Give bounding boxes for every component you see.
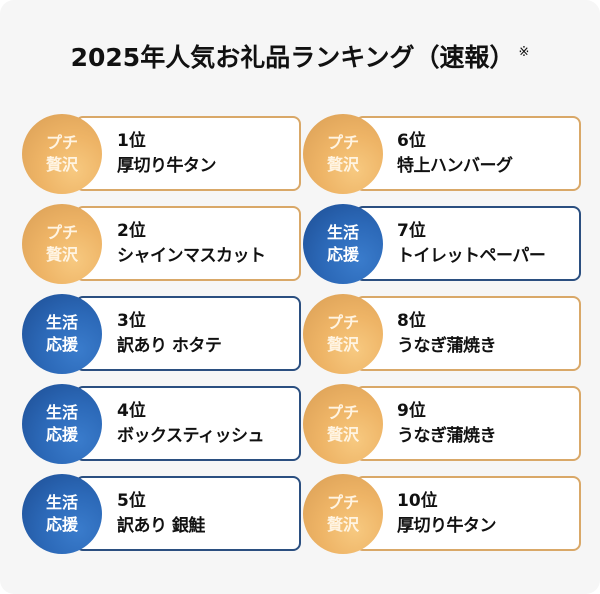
rank-label: 4位 bbox=[117, 401, 146, 421]
badge-line2: 応援 bbox=[326, 245, 359, 264]
badge-line2: 贅沢 bbox=[45, 155, 78, 174]
badge-line1: プチ bbox=[45, 133, 78, 152]
ranking-card-7: 7位 トイレットペーパー bbox=[355, 206, 581, 281]
page-title: 2025年人気お礼品ランキング（速報） ※ bbox=[0, 38, 600, 74]
item-name: 特上ハンバーグ bbox=[397, 156, 513, 176]
item-name: 訳あり 銀鮭 bbox=[117, 516, 205, 536]
ranking-card-2: 2位 シャインマスカット bbox=[75, 206, 301, 281]
item-name: トイレットペーパー bbox=[397, 246, 546, 266]
ranking-card-9: 9位 うなぎ蒲焼き bbox=[355, 386, 581, 461]
rank-label: 8位 bbox=[397, 311, 426, 331]
category-badge-puchi-zeitaku: プチ 贅沢 bbox=[22, 114, 102, 194]
badge-line1: プチ bbox=[326, 313, 359, 332]
badge-line2: 贅沢 bbox=[326, 515, 359, 534]
category-badge-seikatsu-ouen: 生活 応援 bbox=[22, 294, 102, 374]
item-name: シャインマスカット bbox=[117, 246, 266, 266]
rank-label: 7位 bbox=[397, 221, 426, 241]
rank-label: 3位 bbox=[117, 311, 146, 331]
rank-label: 6位 bbox=[397, 131, 426, 151]
ranking-card-1: 1位 厚切り牛タン bbox=[75, 116, 301, 191]
badge-line1: 生活 bbox=[45, 493, 78, 512]
badge-line2: 応援 bbox=[45, 335, 78, 354]
ranking-card-10: 10位 厚切り牛タン bbox=[355, 476, 581, 551]
rank-label: 9位 bbox=[397, 401, 426, 421]
item-name: 厚切り牛タン bbox=[397, 516, 497, 536]
badge-line2: 応援 bbox=[45, 515, 78, 534]
badge-line1: 生活 bbox=[45, 313, 78, 332]
badge-line1: 生活 bbox=[326, 223, 359, 242]
badge-line2: 贅沢 bbox=[326, 425, 359, 444]
category-badge-puchi-zeitaku: プチ 贅沢 bbox=[303, 294, 383, 374]
badge-line1: プチ bbox=[326, 403, 359, 422]
category-badge-seikatsu-ouen: 生活 応援 bbox=[22, 474, 102, 554]
ranking-card-4: 4位 ボックスティッシュ bbox=[75, 386, 301, 461]
category-badge-seikatsu-ouen: 生活 応援 bbox=[22, 384, 102, 464]
item-name: うなぎ蒲焼き bbox=[397, 336, 497, 356]
badge-line1: プチ bbox=[326, 493, 359, 512]
rank-label: 5位 bbox=[117, 491, 146, 511]
category-badge-puchi-zeitaku: プチ 贅沢 bbox=[303, 114, 383, 194]
category-badge-seikatsu-ouen: 生活 応援 bbox=[303, 204, 383, 284]
badge-line1: プチ bbox=[326, 133, 359, 152]
rank-label: 10位 bbox=[397, 491, 438, 511]
category-badge-puchi-zeitaku: プチ 贅沢 bbox=[22, 204, 102, 284]
ranking-card-3: 3位 訳あり ホタテ bbox=[75, 296, 301, 371]
ranking-card-8: 8位 うなぎ蒲焼き bbox=[355, 296, 581, 371]
badge-line2: 贅沢 bbox=[45, 245, 78, 264]
ranking-card-6: 6位 特上ハンバーグ bbox=[355, 116, 581, 191]
category-badge-puchi-zeitaku: プチ 贅沢 bbox=[303, 384, 383, 464]
item-name: 厚切り牛タン bbox=[117, 156, 217, 176]
item-name: うなぎ蒲焼き bbox=[397, 426, 497, 446]
rank-label: 1位 bbox=[117, 131, 146, 151]
badge-line2: 贅沢 bbox=[326, 155, 359, 174]
badge-line1: プチ bbox=[45, 223, 78, 242]
title-text: 2025年人気お礼品ランキング（速報） bbox=[70, 43, 515, 72]
item-name: ボックスティッシュ bbox=[117, 426, 264, 446]
rank-label: 2位 bbox=[117, 221, 146, 241]
badge-line2: 応援 bbox=[45, 425, 78, 444]
badge-line1: 生活 bbox=[45, 403, 78, 422]
category-badge-puchi-zeitaku: プチ 贅沢 bbox=[303, 474, 383, 554]
note-mark: ※ bbox=[518, 45, 530, 60]
item-name: 訳あり ホタテ bbox=[117, 336, 222, 356]
badge-line2: 贅沢 bbox=[326, 335, 359, 354]
ranking-card-5: 5位 訳あり 銀鮭 bbox=[75, 476, 301, 551]
